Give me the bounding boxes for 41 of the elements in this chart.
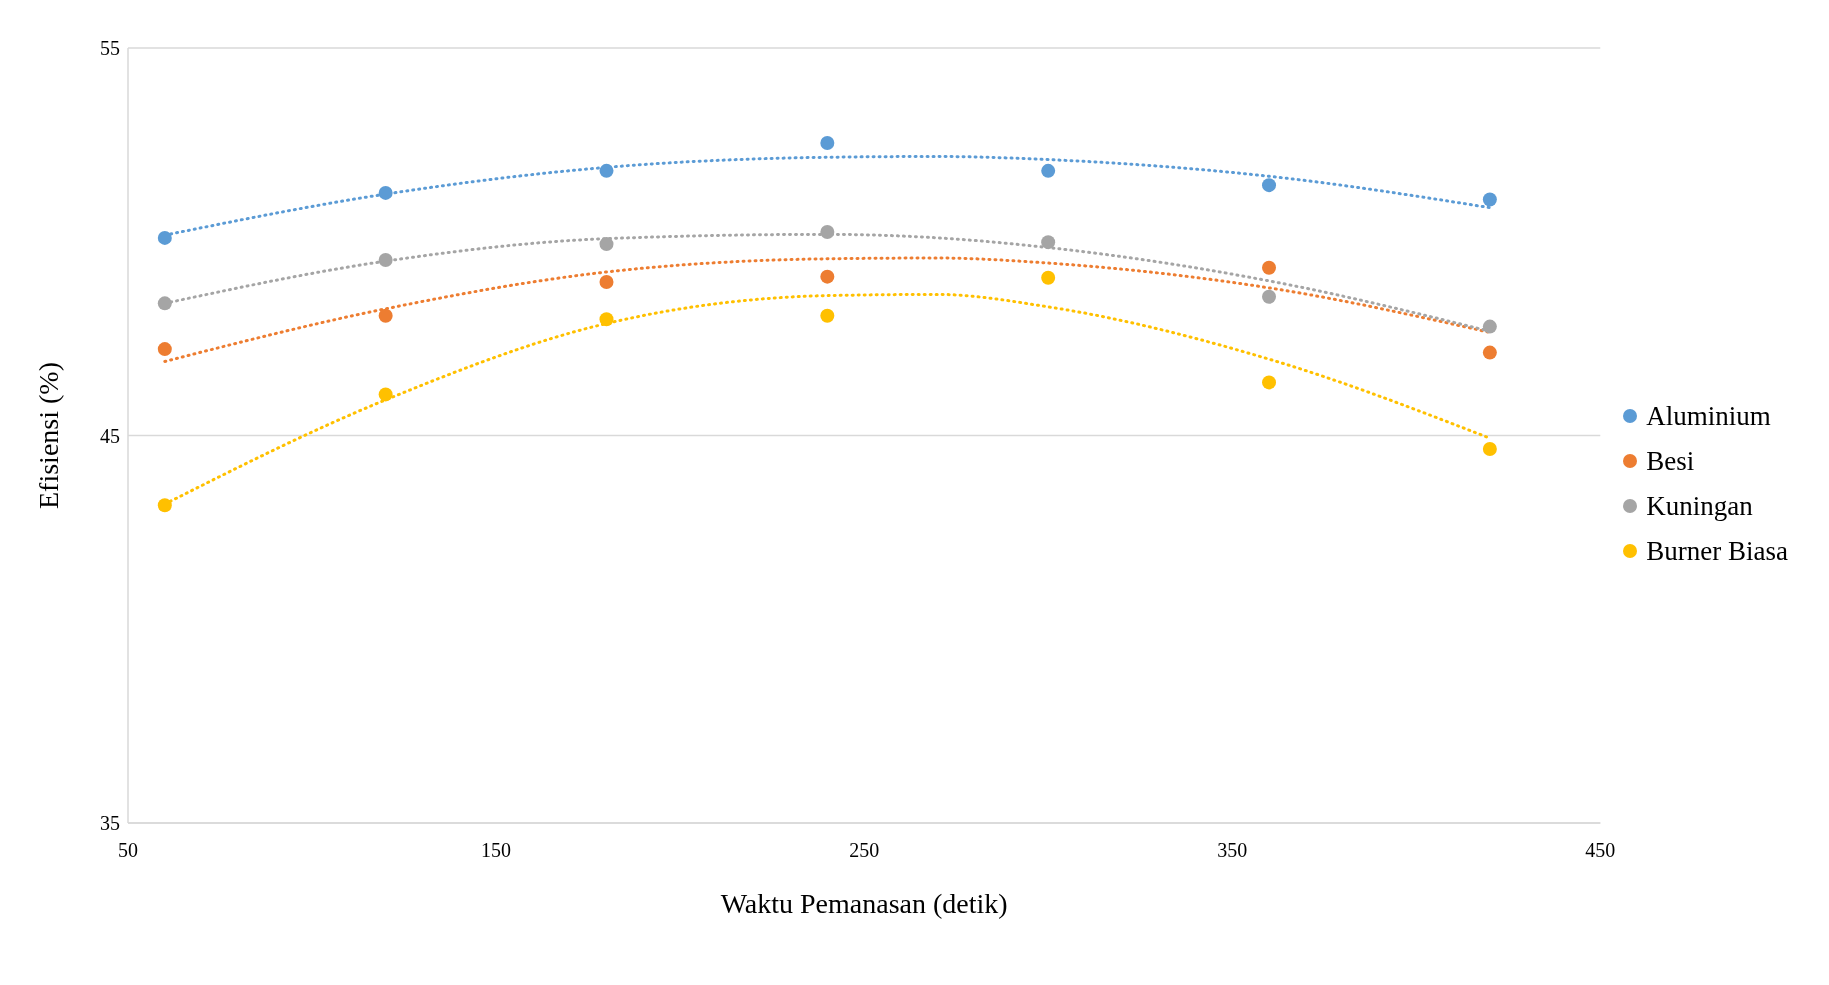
point bbox=[157, 230, 172, 245]
point bbox=[1262, 260, 1277, 275]
point bbox=[1041, 270, 1056, 285]
y-axis-title: Efisiensi (%) bbox=[32, 362, 64, 509]
y-tick-label: 35 bbox=[100, 812, 120, 835]
point bbox=[1041, 163, 1056, 178]
x-axis-title: Waktu Pemanasan (detik) bbox=[720, 888, 1008, 919]
legend-label: Besi bbox=[1646, 445, 1695, 477]
x-tick-label: 50 bbox=[118, 839, 138, 862]
x-tick-label: 250 bbox=[849, 839, 880, 862]
legend-label: Burner Biasa bbox=[1646, 535, 1788, 567]
point bbox=[378, 308, 393, 323]
point bbox=[157, 342, 172, 357]
point bbox=[820, 135, 835, 150]
point bbox=[1482, 442, 1497, 457]
y-tick-label: 45 bbox=[100, 424, 120, 447]
point bbox=[599, 237, 614, 252]
point bbox=[1262, 375, 1277, 390]
point bbox=[1482, 345, 1497, 360]
point bbox=[820, 225, 835, 240]
point bbox=[1482, 319, 1497, 334]
point bbox=[599, 312, 614, 327]
point bbox=[378, 252, 393, 267]
point bbox=[157, 498, 172, 513]
point bbox=[820, 269, 835, 284]
legend-label: Aluminium bbox=[1646, 400, 1771, 432]
point bbox=[599, 163, 614, 178]
point bbox=[599, 275, 614, 290]
point bbox=[1262, 178, 1277, 193]
legend-label: Kuningan bbox=[1646, 490, 1753, 522]
point bbox=[1482, 192, 1497, 207]
point bbox=[820, 308, 835, 323]
point bbox=[157, 296, 172, 311]
point bbox=[1041, 235, 1056, 250]
x-tick-label: 450 bbox=[1585, 839, 1616, 862]
x-tick-label: 150 bbox=[481, 839, 512, 862]
point bbox=[1262, 289, 1277, 304]
x-tick-label: 350 bbox=[1217, 839, 1248, 862]
point bbox=[378, 387, 393, 402]
point bbox=[378, 185, 393, 200]
y-tick-label: 55 bbox=[100, 37, 120, 60]
